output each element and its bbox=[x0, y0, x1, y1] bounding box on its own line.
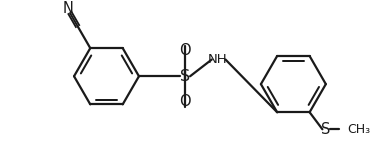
Text: O: O bbox=[180, 43, 191, 58]
Text: S: S bbox=[180, 69, 190, 84]
Text: N: N bbox=[62, 1, 73, 16]
Text: O: O bbox=[180, 94, 191, 109]
Text: S: S bbox=[321, 122, 330, 137]
Text: CH₃: CH₃ bbox=[347, 123, 370, 136]
Text: NH: NH bbox=[208, 53, 227, 66]
